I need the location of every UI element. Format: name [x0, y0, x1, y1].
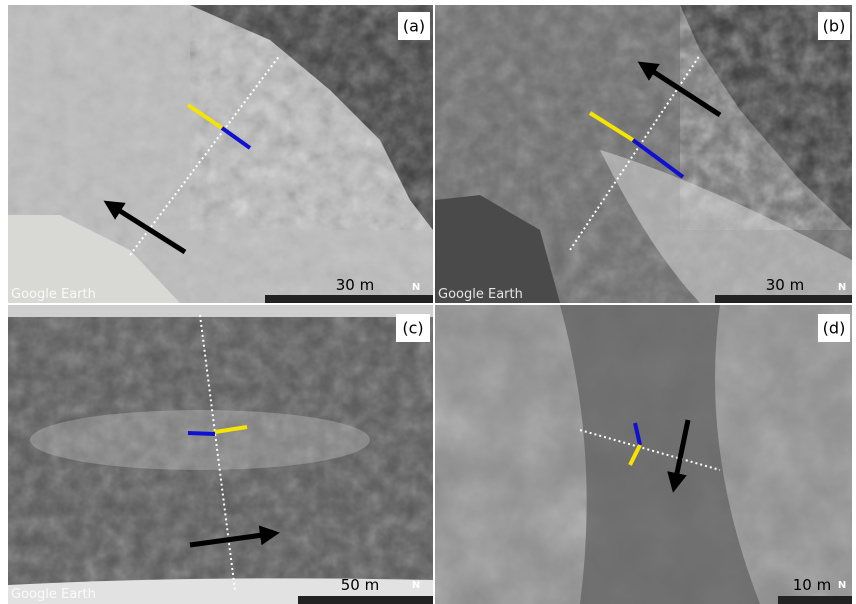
scale-label: 30 m — [766, 276, 804, 294]
watermark: Google Earth — [11, 587, 96, 602]
figure: (a) 30 m Google Earth N (b) 30 m Google … — [0, 0, 856, 604]
north-arrow: N — [838, 282, 846, 293]
panel-c — [8, 305, 433, 604]
panel-b — [435, 5, 852, 303]
panel-label: (d) — [823, 319, 846, 338]
scale-label: 30 m — [336, 276, 374, 294]
watermark: Google Earth — [438, 287, 523, 302]
watermark: Google Earth — [11, 287, 96, 302]
panel-label: (a) — [403, 17, 425, 36]
north-arrow: N — [412, 282, 420, 293]
scale-label: 50 m — [341, 576, 379, 594]
north-arrow: N — [412, 580, 420, 591]
panel-d — [435, 305, 852, 604]
scale-label: 10 m — [793, 576, 831, 594]
panel-label: (b) — [823, 17, 846, 36]
north-arrow: N — [838, 580, 846, 591]
panel-label: (c) — [402, 319, 423, 338]
panel-a — [8, 5, 433, 303]
